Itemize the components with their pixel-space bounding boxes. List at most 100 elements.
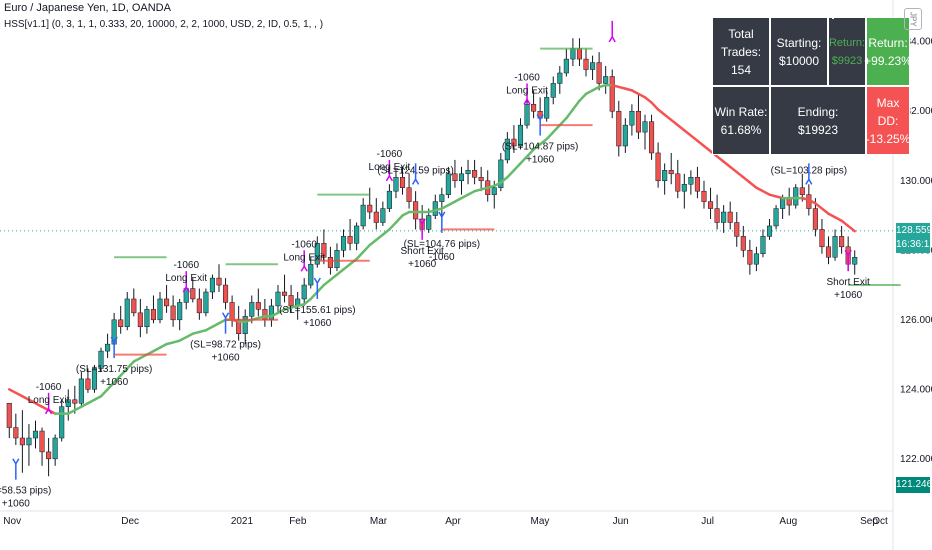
candle-body [780, 197, 786, 209]
ma-segment [329, 273, 339, 282]
ma-segment [106, 381, 116, 391]
candle-body [576, 48, 583, 60]
candle-body [590, 62, 596, 70]
candle-body [603, 76, 609, 84]
stats-table: Total Trades: 154 Starting: $10000 Retur… [712, 17, 912, 155]
candle-body [131, 298, 137, 314]
candle-body [452, 173, 458, 182]
ma-segment [702, 144, 712, 153]
candle-body [13, 427, 19, 439]
candle-body [26, 437, 32, 446]
candle-body [170, 305, 176, 321]
ma-segment [565, 108, 575, 120]
ma-segment [99, 388, 109, 398]
ma-segment [499, 176, 509, 184]
ma-segment [355, 250, 365, 261]
candle-body [681, 183, 687, 192]
candle-body [327, 256, 333, 268]
candle-body [347, 236, 353, 244]
ma-segment [112, 374, 122, 384]
ma-segment [689, 134, 699, 143]
short-exit-arrowhead [418, 218, 426, 226]
signal-label: +1060 [408, 259, 437, 270]
stats-return-amount [832, 17, 834, 19]
ma-segment [846, 224, 856, 233]
signal-label: -1060 [36, 382, 62, 393]
candle-body [380, 208, 386, 223]
signal-label: +1060 [212, 353, 241, 364]
indicator-params[interactable]: HSS[v1.1] (0, 3, 1, 1, 0.333, 20, 10000,… [4, 19, 324, 30]
ma-segment [722, 160, 732, 169]
candle-body [137, 312, 143, 328]
ma-segment [663, 113, 673, 122]
candle-body [78, 378, 84, 404]
ma-segment [683, 129, 693, 137]
ma-segment [728, 165, 739, 174]
candle-body [760, 236, 766, 255]
ending-label: Ending: [797, 104, 839, 119]
stats-return-pct: Return: +99.23% [864, 17, 912, 86]
candle-body [439, 194, 445, 202]
price-tick-label: 134.000 [900, 37, 932, 48]
candle-body [32, 430, 39, 439]
candle-body [478, 177, 484, 182]
candle-body [445, 173, 451, 195]
signal-label: (SL=104.76 pips) [404, 239, 480, 250]
signal-label: (SL=98.72 pips) [190, 340, 261, 351]
candle-body [281, 291, 288, 296]
candle-body [531, 104, 537, 112]
ma-segment [125, 360, 136, 370]
short-entry-arrowhead [411, 177, 420, 185]
ma-segment [525, 148, 535, 158]
candle-body [458, 173, 465, 182]
win-rate-value: 61.68% [720, 122, 762, 137]
ma-segment [558, 116, 568, 127]
candle-body [793, 187, 799, 206]
long-entry-arrowhead [313, 277, 321, 285]
time-tick-label: Mar [370, 516, 388, 527]
candle-body [753, 253, 759, 265]
candle-body [465, 170, 471, 175]
starting-value: $10000 [778, 53, 820, 68]
ma-segment [394, 214, 404, 224]
time-tick-label: Apr [445, 516, 461, 527]
candle-body [642, 121, 648, 133]
currency-badge[interactable]: JPY [904, 8, 922, 30]
long-entry-arrowhead [110, 336, 118, 344]
candle-body [609, 76, 615, 112]
candle-body [649, 121, 655, 154]
candle-body [432, 201, 438, 216]
candle-body [570, 48, 576, 60]
candle-body [229, 302, 235, 321]
candle-body [740, 236, 746, 251]
ma-segment [571, 99, 581, 111]
long-entry-arrowhead [12, 458, 20, 466]
candle-body [662, 170, 668, 182]
ma-segment [309, 290, 319, 301]
candle-body [825, 246, 832, 258]
ma-segment [375, 233, 385, 242]
candle-body [85, 378, 91, 390]
short-exit-arrowhead [844, 249, 852, 257]
candle-body [52, 437, 58, 460]
ma-segment [538, 137, 548, 146]
candle-body [157, 298, 163, 321]
candle-body [223, 284, 229, 303]
signal-label: Short Exit [826, 277, 870, 288]
ma-segment [361, 243, 371, 254]
candle-body [832, 236, 838, 258]
candle-body [190, 288, 196, 300]
candle-body [360, 204, 366, 227]
ma-segment [506, 169, 516, 179]
candle-body [596, 62, 602, 84]
signal-label: +1060 [834, 290, 863, 301]
ma-segment [814, 202, 824, 210]
candle-body [550, 83, 556, 98]
time-tick-label: Jun [613, 516, 629, 527]
signal-label: (SL=155.61 pips) [279, 305, 355, 316]
short-entry-arrowhead [805, 177, 813, 185]
stats-ending: Ending: $19923 [770, 86, 866, 155]
stats-total-trades: Total Trades: 154 [712, 17, 770, 86]
